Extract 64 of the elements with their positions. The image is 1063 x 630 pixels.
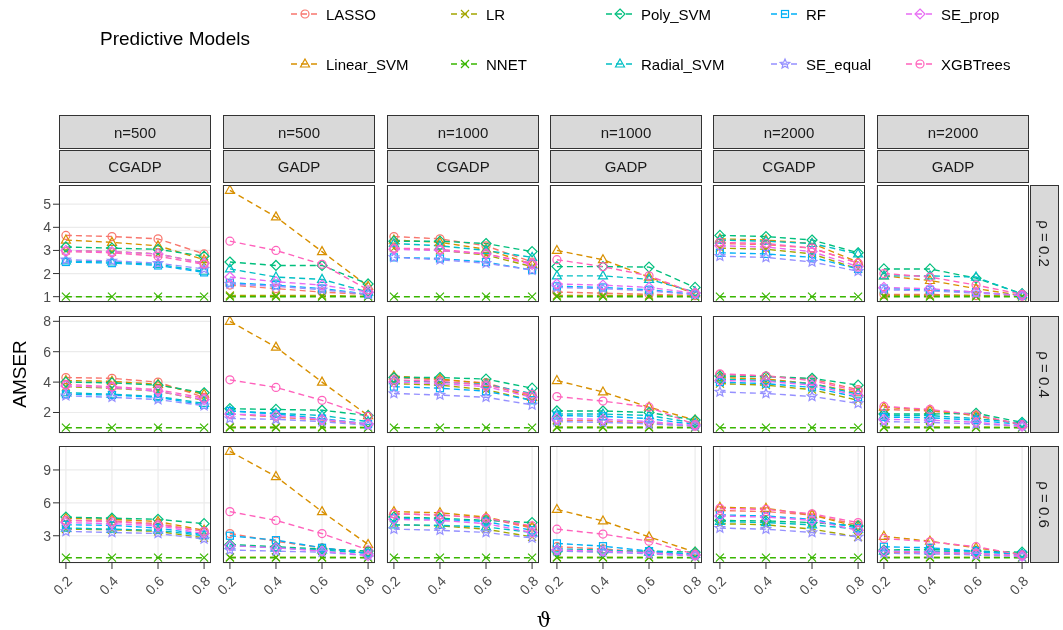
legend-label: Poly_SVM	[641, 5, 712, 23]
x-tick-label: 0.2	[214, 572, 240, 598]
x-tick-label: 0.6	[470, 572, 496, 598]
legend-label: SE_equal	[806, 55, 872, 73]
x-tick-label: 0.4	[750, 572, 776, 598]
y-tick-label: 2	[43, 403, 52, 420]
chart-title: n=500	[223, 115, 375, 149]
x-tick-label: 0.4	[587, 572, 613, 598]
y-tick-label: 5	[43, 196, 52, 213]
x-tick-label: 0.2	[378, 572, 404, 598]
chart-title: n=2000	[713, 115, 865, 149]
y2-axis-title: ρ = 0.6	[1036, 481, 1054, 528]
x-tick-label: 0.2	[50, 572, 76, 598]
chart-subtitle: GADP	[223, 150, 375, 183]
chart-subtitle: CGADP	[59, 150, 211, 183]
x-tick-label: 0.8	[679, 572, 705, 598]
y-tick-label: 3	[43, 527, 52, 544]
legend-label: RF	[806, 5, 826, 23]
x-tick-label: 0.2	[868, 572, 894, 598]
y-tick-label: 2	[43, 265, 52, 282]
x-tick-label: 0.8	[188, 572, 214, 598]
y-axis-title: AMSER	[9, 340, 31, 408]
y-tick-label: 1	[43, 288, 52, 305]
legend-label: Linear_SVM	[326, 55, 409, 73]
chart-subtitle: CGADP	[387, 150, 539, 183]
chart-subtitle: CGADP	[713, 150, 865, 183]
x-tick-label: 0.4	[96, 572, 122, 598]
x-tick-label: 0.8	[842, 572, 868, 598]
chart-subtitle: GADP	[877, 150, 1029, 183]
chart-title: n=1000	[387, 115, 539, 149]
y-tick-label: 9	[43, 461, 52, 478]
legend-label: XGBTrees	[941, 55, 1011, 73]
y2-axis-title: ρ = 0.2	[1036, 220, 1054, 267]
x-tick-label: 0.8	[1006, 572, 1032, 598]
y-tick-label: 6	[43, 494, 52, 511]
y-tick-label: 4	[43, 373, 52, 390]
x-tick-label: 0.6	[796, 572, 822, 598]
x-tick-label: 0.8	[352, 572, 378, 598]
x-tick-label: 0.4	[424, 572, 450, 598]
chart-title: n=1000	[550, 115, 702, 149]
y-tick-label: 3	[43, 242, 52, 259]
y-tick-label: 8	[43, 312, 52, 329]
x-tick-label: 0.6	[633, 572, 659, 598]
x-tick-label: 0.8	[516, 572, 542, 598]
x-tick-label: 0.6	[306, 572, 332, 598]
x-axis-title: ϑ	[535, 608, 553, 630]
legend-label: SE_prop	[941, 5, 1000, 23]
chart-title: n=500	[59, 115, 211, 149]
y2-axis-title: ρ = 0.4	[1036, 350, 1054, 398]
legend-label: NNET	[486, 55, 527, 73]
x-tick-label: 0.6	[142, 572, 168, 598]
x-tick-label: 0.4	[914, 572, 940, 598]
legend-label: Radial_SVM	[641, 55, 725, 73]
legend-label: LASSO	[326, 5, 377, 23]
x-tick-label: 0.2	[541, 572, 567, 598]
x-tick-label: 0.6	[960, 572, 986, 598]
legend-title: Predictive Models	[100, 28, 250, 50]
chart-title: n=2000	[877, 115, 1029, 149]
legend-label: LR	[486, 5, 506, 23]
x-tick-label: 0.2	[704, 572, 730, 598]
x-tick-label: 0.4	[260, 572, 286, 598]
y-tick-label: 4	[43, 219, 52, 236]
y-tick-label: 6	[43, 343, 52, 360]
chart-subtitle: GADP	[550, 150, 702, 183]
